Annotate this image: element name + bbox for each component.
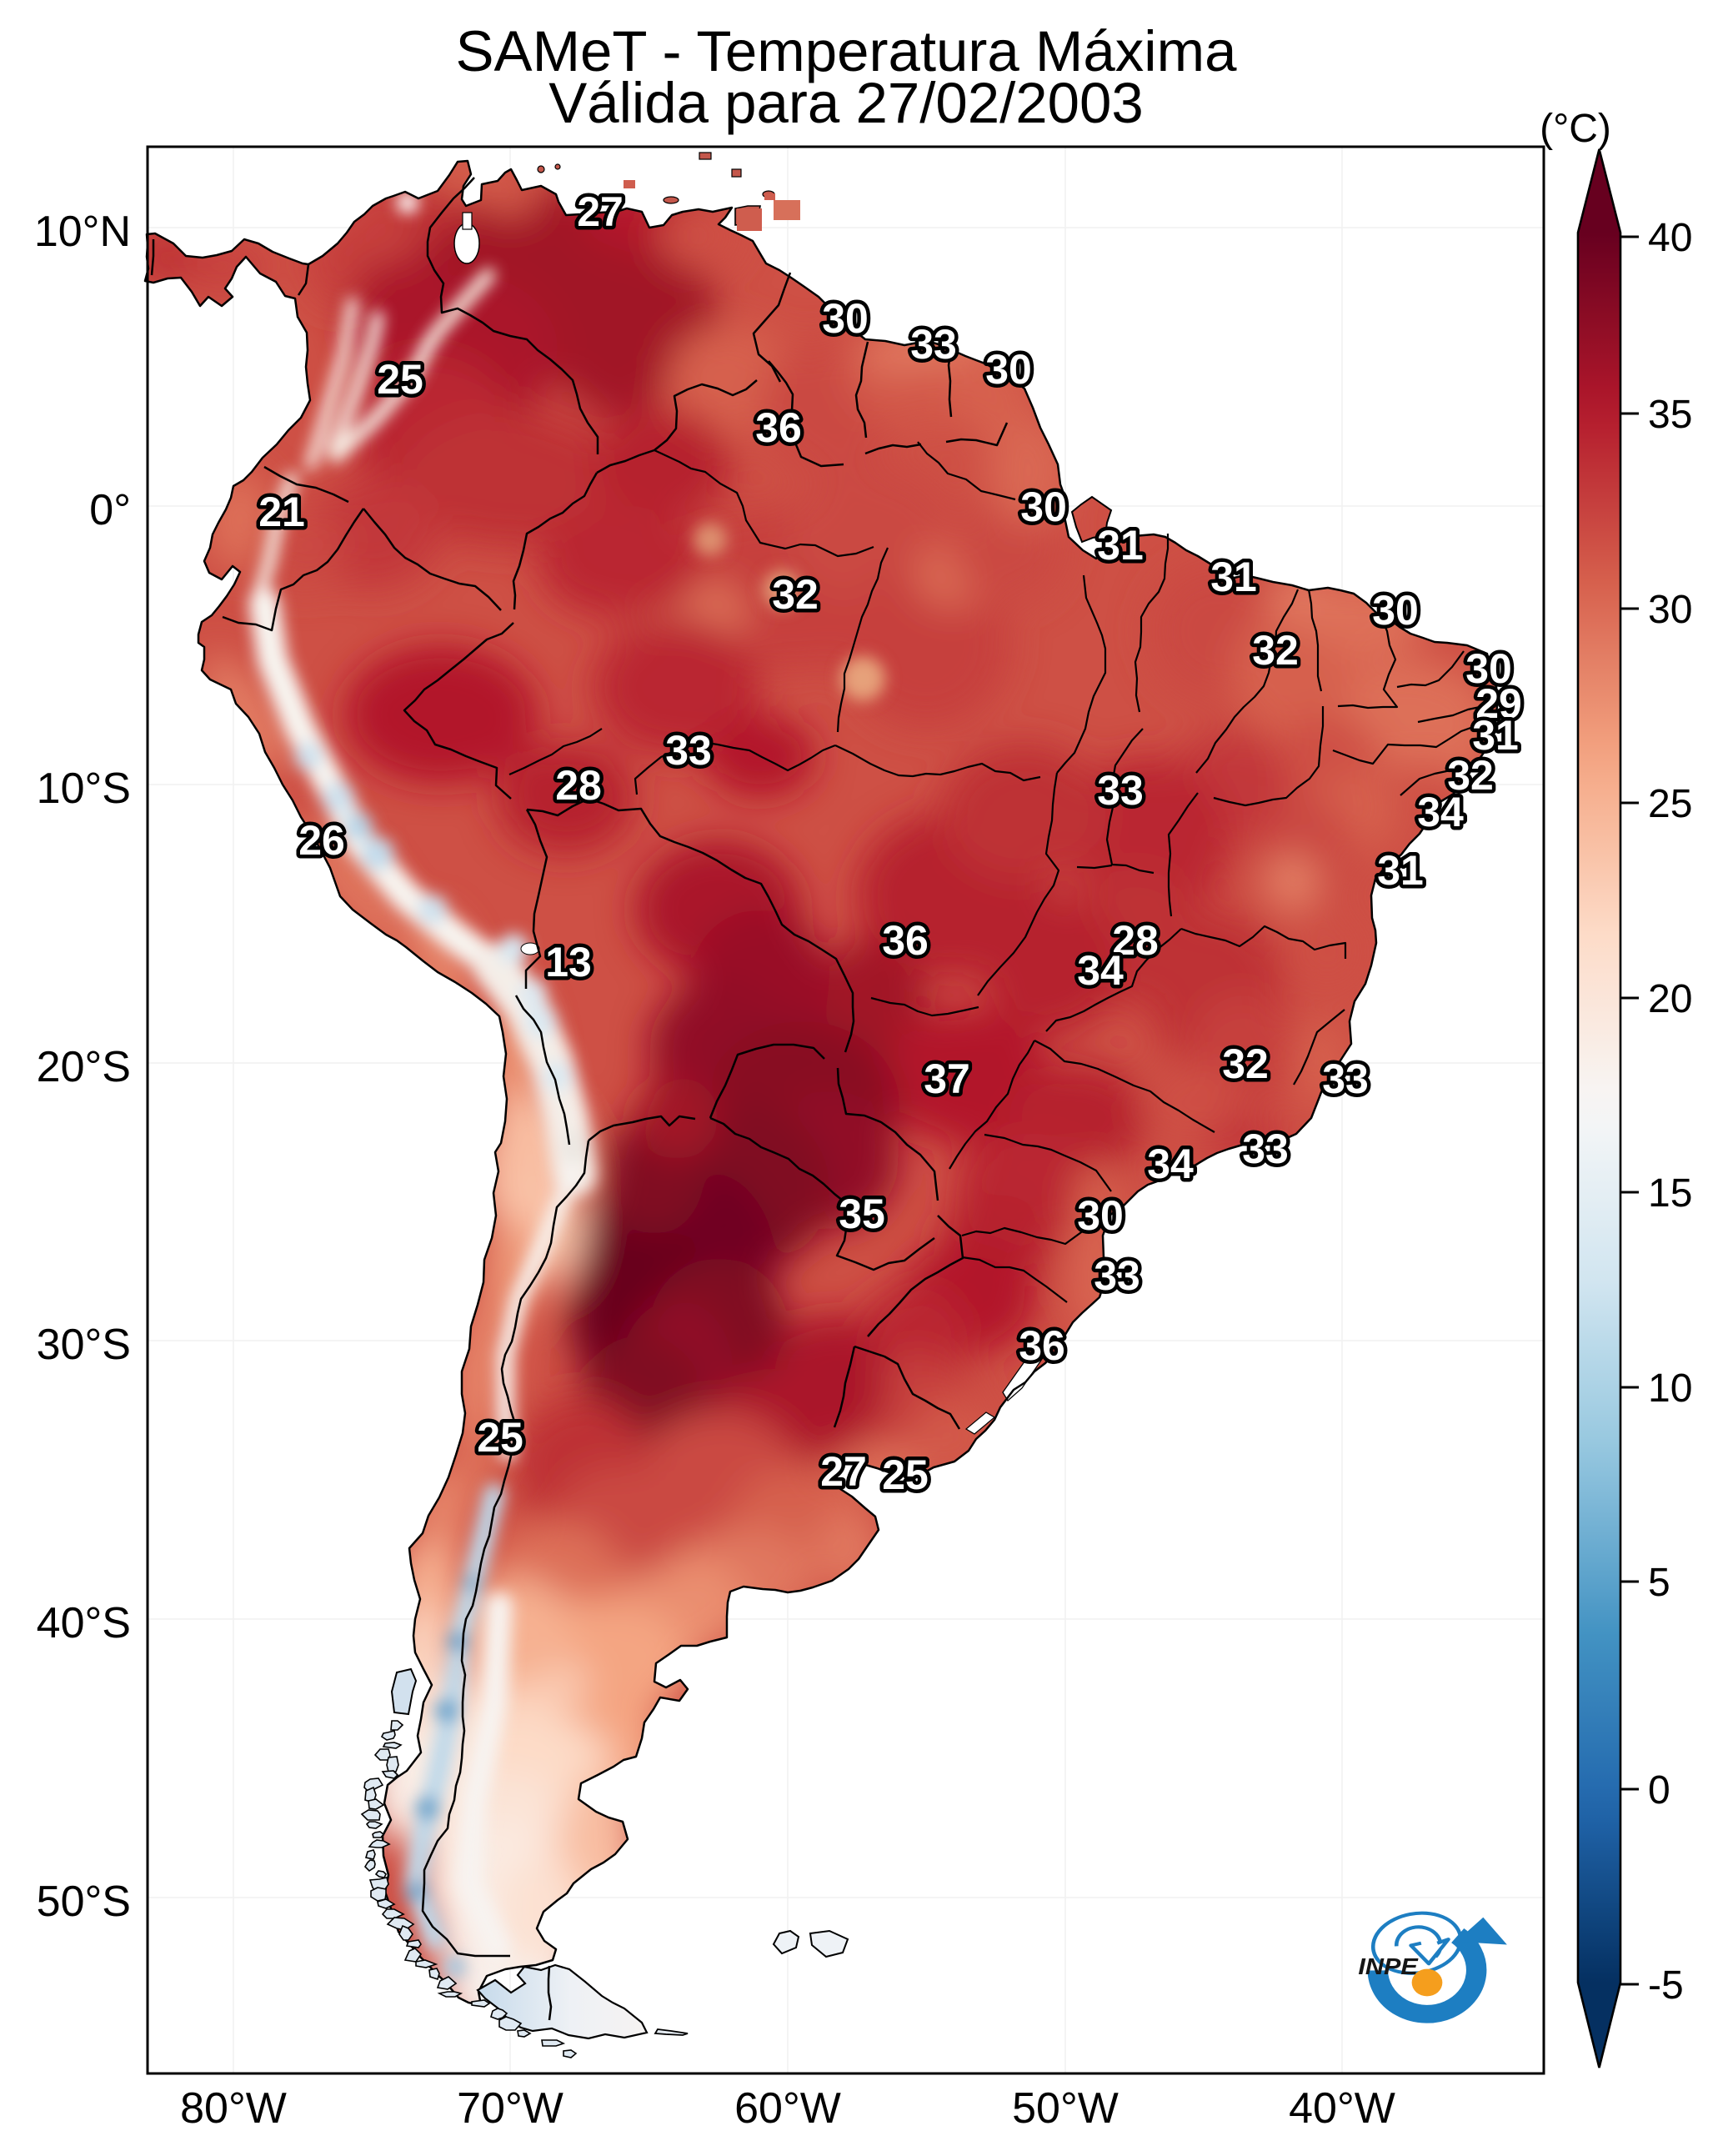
svg-text:30: 30	[1372, 587, 1419, 634]
svg-text:32: 32	[1447, 752, 1494, 799]
svg-text:50°W: 50°W	[1012, 2084, 1119, 2133]
svg-text:34: 34	[1417, 789, 1464, 835]
svg-text:33: 33	[1097, 767, 1144, 814]
svg-text:70°W: 70°W	[457, 2084, 563, 2133]
svg-text:32: 32	[772, 571, 819, 618]
svg-text:28: 28	[1112, 917, 1159, 964]
svg-text:Válida para 27/02/2003: Válida para 27/02/2003	[548, 71, 1144, 135]
svg-text:30: 30	[1648, 588, 1692, 632]
svg-text:40°S: 40°S	[37, 1599, 131, 1647]
svg-text:15: 15	[1648, 1171, 1692, 1216]
svg-text:30: 30	[985, 346, 1032, 393]
svg-text:30: 30	[1465, 645, 1512, 692]
svg-text:25: 25	[377, 356, 423, 403]
svg-text:10: 10	[1648, 1366, 1692, 1411]
svg-text:31: 31	[1377, 847, 1424, 894]
svg-text:0: 0	[1648, 1768, 1670, 1813]
svg-text:28: 28	[555, 762, 602, 809]
svg-text:SAMeT - Temperatura Máxima: SAMeT - Temperatura Máxima	[456, 19, 1238, 83]
svg-text:36: 36	[882, 917, 929, 964]
svg-text:5: 5	[1648, 1561, 1670, 1605]
svg-text:-5: -5	[1648, 1963, 1684, 2008]
svg-text:80°W: 80°W	[180, 2084, 287, 2133]
svg-text:33: 33	[1242, 1126, 1289, 1172]
svg-text:36: 36	[1019, 1322, 1065, 1369]
svg-text:25: 25	[882, 1452, 929, 1498]
svg-text:32: 32	[1252, 627, 1299, 674]
svg-text:21: 21	[258, 489, 305, 535]
svg-text:37: 37	[924, 1055, 970, 1102]
svg-text:33: 33	[910, 321, 957, 368]
svg-text:20: 20	[1648, 977, 1692, 1021]
svg-text:34: 34	[1077, 947, 1124, 994]
svg-text:33: 33	[665, 727, 712, 774]
svg-text:34: 34	[1147, 1141, 1194, 1187]
svg-text:35: 35	[1648, 393, 1692, 437]
svg-text:32: 32	[1222, 1040, 1269, 1087]
svg-text:0°: 0°	[89, 486, 131, 534]
svg-text:31: 31	[1472, 712, 1519, 759]
svg-text:30: 30	[1077, 1192, 1124, 1239]
svg-text:10°N: 10°N	[34, 208, 131, 256]
svg-text:31: 31	[1097, 522, 1144, 569]
svg-text:30: 30	[1020, 484, 1067, 530]
svg-text:30°S: 30°S	[37, 1321, 131, 1369]
svg-text:30: 30	[822, 295, 869, 342]
svg-text:20°S: 20°S	[37, 1043, 131, 1091]
svg-text:40°W: 40°W	[1289, 2084, 1395, 2133]
svg-text:29: 29	[1475, 680, 1522, 727]
svg-text:26: 26	[298, 817, 345, 864]
svg-text:25: 25	[477, 1414, 523, 1461]
svg-text:10°S: 10°S	[37, 765, 131, 813]
svg-text:31: 31	[1210, 554, 1257, 600]
svg-text:33: 33	[1322, 1055, 1369, 1102]
svg-text:60°W: 60°W	[734, 2084, 841, 2133]
svg-text:INPE: INPE	[1358, 1954, 1419, 1979]
svg-text:(°C): (°C)	[1540, 107, 1611, 151]
svg-text:33: 33	[1094, 1252, 1140, 1299]
svg-text:35: 35	[839, 1191, 885, 1237]
svg-text:40: 40	[1648, 216, 1692, 260]
svg-text:25: 25	[1648, 782, 1692, 826]
svg-text:27: 27	[577, 188, 624, 235]
svg-text:50°S: 50°S	[37, 1878, 131, 1926]
svg-text:36: 36	[755, 404, 802, 451]
svg-text:27: 27	[820, 1448, 867, 1495]
svg-text:13: 13	[545, 939, 592, 985]
